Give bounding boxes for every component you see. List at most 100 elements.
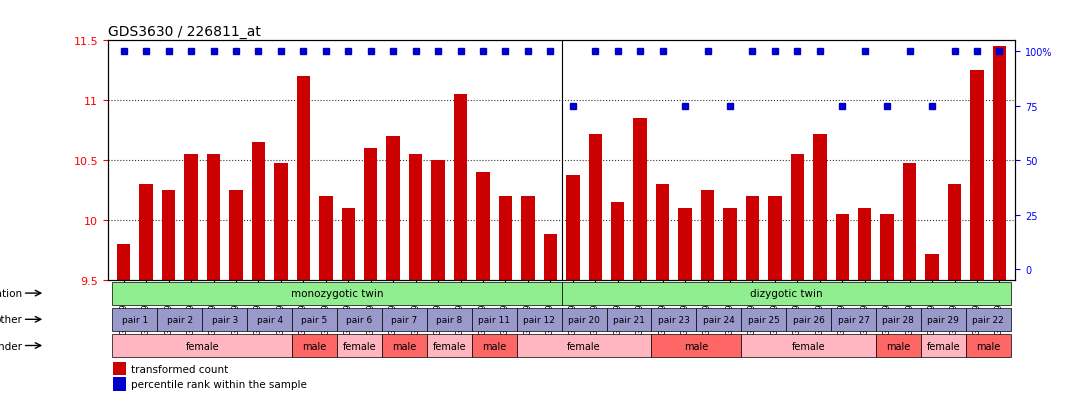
FancyBboxPatch shape (292, 335, 337, 357)
Text: pair 23: pair 23 (658, 315, 690, 324)
FancyBboxPatch shape (966, 335, 1011, 357)
FancyBboxPatch shape (337, 308, 382, 331)
Bar (431, 161, 445, 280)
Bar (745, 197, 759, 280)
FancyBboxPatch shape (562, 282, 1011, 305)
Text: male: male (392, 341, 417, 351)
Bar (206, 155, 220, 280)
Bar (543, 235, 557, 280)
FancyBboxPatch shape (382, 335, 427, 357)
Bar (185, 155, 198, 280)
Text: other: other (0, 315, 23, 325)
Text: pair 1: pair 1 (122, 315, 148, 324)
Bar (791, 155, 805, 280)
Bar (566, 175, 580, 280)
Bar (112, 377, 126, 391)
Text: male: male (482, 341, 507, 351)
Bar (724, 209, 737, 280)
FancyBboxPatch shape (607, 308, 651, 331)
Bar (656, 185, 670, 280)
Bar (813, 135, 826, 280)
Text: genotype/variation: genotype/variation (0, 288, 23, 298)
FancyBboxPatch shape (427, 308, 472, 331)
Bar (589, 135, 602, 280)
Text: female: female (432, 341, 467, 351)
Text: GDS3630 / 226811_at: GDS3630 / 226811_at (108, 25, 261, 39)
Bar (319, 197, 333, 280)
FancyBboxPatch shape (966, 308, 1011, 331)
Bar (970, 71, 984, 280)
Bar (768, 197, 782, 280)
FancyBboxPatch shape (472, 308, 516, 331)
Bar (341, 209, 355, 280)
Bar (252, 143, 266, 280)
FancyBboxPatch shape (382, 308, 427, 331)
FancyBboxPatch shape (786, 308, 832, 331)
Text: pair 28: pair 28 (882, 315, 915, 324)
Bar (139, 185, 153, 280)
Bar (880, 215, 894, 280)
Text: male: male (887, 341, 910, 351)
Bar (903, 163, 917, 280)
Bar (409, 155, 422, 280)
Text: female: female (567, 341, 600, 351)
FancyBboxPatch shape (202, 308, 247, 331)
Bar (993, 47, 1007, 280)
Text: pair 22: pair 22 (972, 315, 1004, 324)
Text: percentile rank within the sample: percentile rank within the sample (131, 379, 307, 389)
FancyBboxPatch shape (112, 282, 562, 305)
FancyBboxPatch shape (741, 335, 876, 357)
Bar (229, 191, 243, 280)
FancyBboxPatch shape (876, 335, 921, 357)
FancyBboxPatch shape (516, 308, 562, 331)
FancyBboxPatch shape (427, 335, 472, 357)
FancyBboxPatch shape (337, 335, 382, 357)
Bar (387, 137, 400, 280)
Bar (499, 197, 512, 280)
Text: pair 2: pair 2 (166, 315, 193, 324)
Bar (454, 95, 468, 280)
Text: pair 8: pair 8 (436, 315, 462, 324)
Text: pair 21: pair 21 (613, 315, 645, 324)
FancyBboxPatch shape (651, 308, 697, 331)
Text: male: male (302, 341, 327, 351)
Text: pair 5: pair 5 (301, 315, 327, 324)
Text: transformed count: transformed count (131, 364, 228, 374)
Bar (274, 163, 287, 280)
Text: male: male (976, 341, 1000, 351)
Bar (117, 244, 131, 280)
FancyBboxPatch shape (472, 335, 516, 357)
Bar (611, 203, 624, 280)
Bar (858, 209, 872, 280)
Text: female: female (792, 341, 825, 351)
FancyBboxPatch shape (921, 308, 966, 331)
FancyBboxPatch shape (651, 335, 741, 357)
Bar (678, 209, 692, 280)
Bar (364, 149, 378, 280)
FancyBboxPatch shape (516, 335, 651, 357)
Text: dizygotic twin: dizygotic twin (750, 288, 823, 298)
FancyBboxPatch shape (876, 308, 921, 331)
FancyBboxPatch shape (112, 308, 158, 331)
Bar (926, 254, 939, 280)
Bar (701, 191, 714, 280)
FancyBboxPatch shape (832, 308, 876, 331)
FancyBboxPatch shape (158, 308, 202, 331)
Text: gender: gender (0, 341, 23, 351)
FancyBboxPatch shape (562, 308, 607, 331)
Text: pair 4: pair 4 (257, 315, 283, 324)
Text: pair 7: pair 7 (391, 315, 418, 324)
Bar (112, 362, 126, 375)
FancyBboxPatch shape (247, 308, 292, 331)
Text: pair 26: pair 26 (793, 315, 824, 324)
Bar (297, 77, 310, 280)
Text: pair 27: pair 27 (838, 315, 869, 324)
Bar (522, 197, 535, 280)
Text: monozygotic twin: monozygotic twin (291, 288, 383, 298)
Text: pair 29: pair 29 (928, 315, 959, 324)
Text: pair 20: pair 20 (568, 315, 600, 324)
FancyBboxPatch shape (112, 335, 292, 357)
FancyBboxPatch shape (921, 335, 966, 357)
Text: pair 11: pair 11 (478, 315, 510, 324)
Bar (948, 185, 961, 280)
